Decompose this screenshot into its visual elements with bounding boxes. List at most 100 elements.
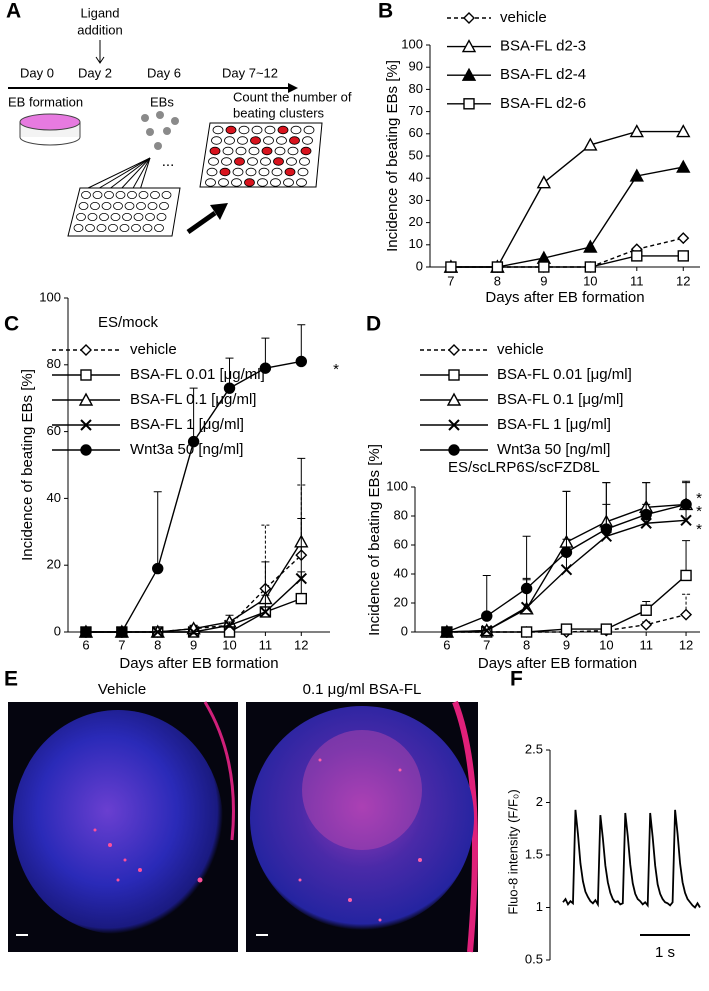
well [218, 178, 229, 187]
x-tick-label: 11 [639, 637, 653, 652]
well [296, 178, 307, 187]
label: Count the number of [233, 89, 352, 104]
y-tick-label: 60 [47, 423, 61, 438]
series-line [450, 166, 684, 268]
x-tick-label: 10 [599, 637, 613, 652]
well [110, 212, 121, 221]
error-bar [153, 491, 162, 569]
marker [295, 592, 307, 605]
panel-label: B [378, 0, 393, 23]
y-tick-label: 60 [409, 125, 423, 140]
arrowhead [288, 83, 298, 93]
pipette-lines [83, 157, 151, 191]
marker [152, 562, 164, 575]
annotation: * [696, 521, 702, 538]
label: Day 7~12 [222, 65, 278, 80]
wells [205, 125, 315, 187]
ellipsis: ... [162, 153, 175, 170]
well [277, 125, 289, 135]
marker [80, 344, 92, 356]
well [235, 146, 247, 156]
marker [629, 168, 644, 182]
well [248, 146, 260, 156]
y-tick-label: 1 [536, 899, 543, 914]
marker [223, 382, 236, 394]
legend-label: BSA-FL d2-3 [500, 38, 586, 55]
panel-label: F [510, 668, 523, 691]
well [119, 223, 130, 232]
marker [481, 624, 493, 637]
well [238, 125, 250, 135]
annotation: ES/mock [98, 314, 159, 331]
schematic: Ligand addition Day 0 Day 2 Day 6 Day 7~… [8, 5, 352, 237]
well [244, 178, 255, 187]
marker [116, 626, 128, 638]
label: Day 0 [20, 65, 54, 80]
y-tick-label: 1.5 [525, 846, 543, 861]
marker [445, 261, 457, 273]
y-tick-label: 40 [47, 490, 61, 505]
well [76, 212, 86, 221]
y-tick-label: 40 [394, 565, 408, 580]
y-tick-label: 50 [409, 147, 423, 162]
well [251, 125, 263, 135]
well [209, 146, 221, 156]
marker [491, 261, 504, 273]
well [90, 201, 100, 210]
marker [461, 67, 477, 81]
marker [520, 601, 533, 614]
marker [629, 124, 644, 138]
x-tick-label: 11 [630, 273, 644, 288]
error-bar [522, 535, 531, 589]
legend-label: BSA-FL d2-6 [500, 95, 586, 112]
marker [676, 124, 691, 138]
legend-label: BSA-FL 0.01 [μg/ml] [130, 366, 265, 383]
well [150, 190, 160, 199]
marker [463, 98, 475, 110]
specks [93, 828, 203, 883]
well [78, 201, 89, 210]
error-bar [602, 482, 611, 530]
x-tick-label: 10 [583, 273, 597, 288]
y-tick-label: 20 [394, 594, 408, 609]
arrowhead [95, 56, 105, 64]
well [104, 190, 114, 199]
y-tick-label: 10 [409, 236, 423, 251]
x-tick-label: 7 [483, 637, 490, 652]
marker [259, 606, 272, 618]
well [260, 157, 271, 166]
annotation: * [696, 490, 702, 507]
marker [677, 232, 690, 245]
x-tick-label: 12 [679, 637, 693, 652]
well [231, 178, 242, 187]
error-bar [482, 574, 491, 617]
marker [560, 563, 573, 576]
label: addition [77, 22, 123, 37]
annotation: * [696, 503, 702, 520]
well [136, 201, 146, 210]
y-axis-label: Incidence of beating EBs [%] [19, 369, 36, 561]
legend-label: BSA-FL 0.01 [μg/ml] [497, 366, 632, 383]
well [219, 167, 231, 177]
well [232, 167, 244, 177]
well [131, 223, 141, 232]
marker [78, 392, 94, 406]
legend-label: Wnt3a 50 [ng/ml] [497, 441, 610, 458]
annotation: 1 s [655, 944, 675, 961]
well [115, 190, 126, 199]
y-tick-label: 60 [394, 536, 408, 551]
well [212, 125, 224, 135]
y-axis-label: Fluo-8 intensity (F/F₀) [505, 789, 520, 914]
marker [152, 626, 164, 638]
well [237, 136, 248, 145]
marker [583, 137, 598, 151]
x-tick-label: 9 [540, 273, 547, 288]
error-bar [682, 540, 691, 576]
well [225, 125, 237, 135]
x-tick-label: 9 [190, 637, 197, 652]
marker [463, 12, 475, 24]
y-tick-label: 90 [409, 59, 423, 74]
y-tick-label: 0 [401, 623, 408, 638]
label: beating clusters [233, 105, 325, 120]
marker [560, 623, 573, 635]
